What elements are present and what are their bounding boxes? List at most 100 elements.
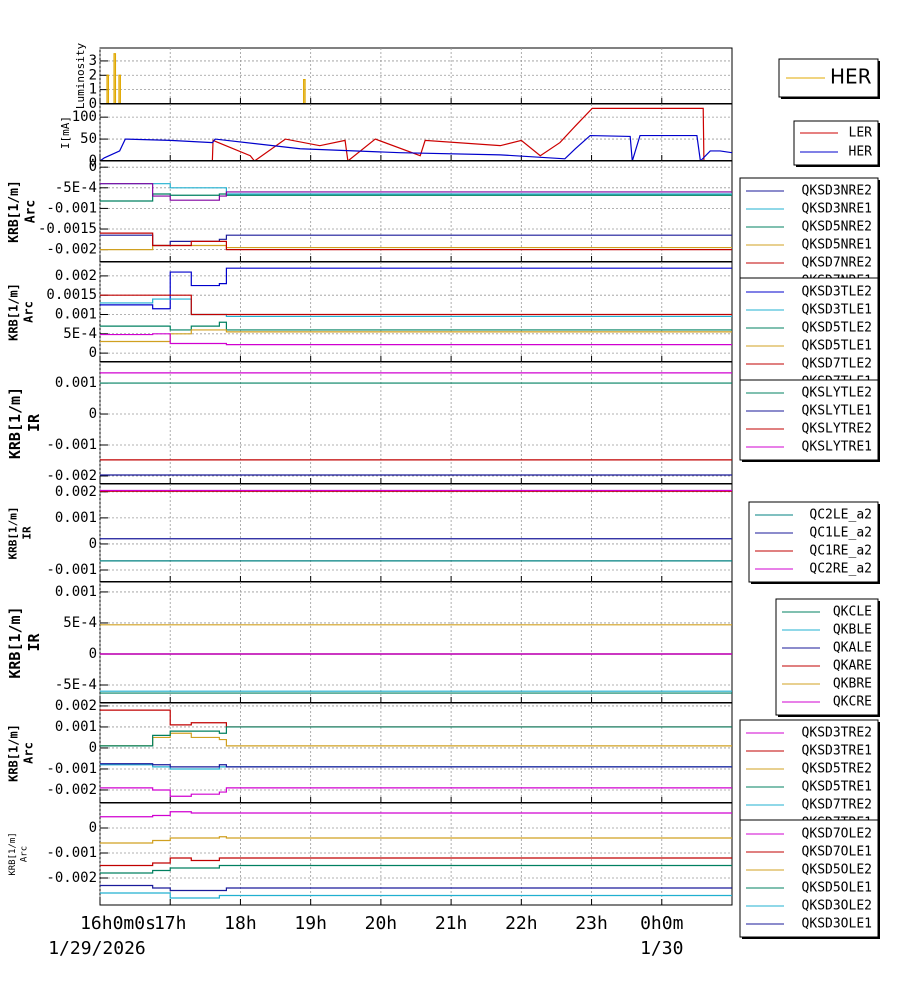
legend-label: QKSD5OLE2 bbox=[802, 863, 872, 878]
legend-label: QKSD7NRE2 bbox=[802, 256, 872, 271]
y-axis-label: KRB[1/m] bbox=[7, 283, 21, 341]
y-tick-label: 0 bbox=[89, 406, 97, 422]
plot-area bbox=[99, 581, 733, 704]
y-axis-label: KRB[1/m] bbox=[7, 724, 21, 782]
y-axis-label: IR bbox=[25, 413, 43, 432]
series-line bbox=[100, 267, 732, 310]
y-tick-label: 0 bbox=[89, 159, 97, 175]
y-tick-label: 100 bbox=[72, 109, 97, 125]
y-tick-label: 3 bbox=[89, 53, 97, 69]
legend-label: QKSD5TLE1 bbox=[802, 339, 872, 354]
x-tick-label: 20h bbox=[365, 913, 398, 934]
plot-area bbox=[99, 47, 733, 105]
y-tick-label: 0.001 bbox=[55, 307, 97, 323]
legend-label: HER bbox=[849, 145, 873, 160]
legend-box bbox=[775, 598, 879, 716]
legend-label: QKSD5TRE1 bbox=[802, 780, 872, 795]
y-tick-label: 0 bbox=[89, 820, 97, 836]
legend-label: QKSD7OLE1 bbox=[802, 845, 872, 860]
plot-area bbox=[99, 361, 733, 485]
y-tick-label: 0.001 bbox=[55, 719, 97, 735]
legend-label: QKSD5NRE2 bbox=[802, 220, 872, 235]
legend-label: QKSD7TRE2 bbox=[802, 798, 872, 813]
legend-label: QKBRE bbox=[833, 677, 872, 692]
y-tick-label: -0.001 bbox=[46, 845, 97, 861]
y-tick-label: -0.002 bbox=[46, 242, 97, 258]
y-tick-label: 1 bbox=[89, 82, 97, 98]
date-label: 1/29/2026 bbox=[48, 938, 146, 959]
series-line bbox=[100, 787, 732, 797]
legend-box bbox=[739, 719, 879, 837]
series-line bbox=[100, 726, 732, 747]
legend-label: QC1LE_a2 bbox=[809, 526, 872, 541]
legend: QC2LE_a2 QC1LE_a2 QC1RE_a2 QC2RE_a2 bbox=[748, 501, 880, 584]
legend-label: QKSD3TLE2 bbox=[802, 285, 872, 300]
legend-box bbox=[793, 120, 879, 166]
y-tick-label: -0.001 bbox=[46, 761, 97, 777]
legend-label: QKARE bbox=[833, 659, 872, 674]
legend-label: QKSD5NRE1 bbox=[802, 238, 872, 253]
series-line bbox=[100, 333, 732, 346]
y-tick-label: 5E-4 bbox=[63, 615, 97, 631]
x-tick-label: 18h bbox=[224, 913, 257, 934]
legend-label: QC1RE_a2 bbox=[809, 544, 872, 559]
legend: QKSD3TRE2 QKSD3TRE1 QKSD5TRE2 QKSD5TRE1 QKSD… bbox=[739, 719, 880, 838]
panel: 0 -0.001 -0.002 KRB[1/m] Arc bbox=[8, 802, 733, 906]
y-tick-label: 0 bbox=[89, 345, 97, 361]
y-tick-label: 50 bbox=[80, 131, 97, 147]
y-tick-label: 0.001 bbox=[55, 375, 97, 391]
x-tick-label: 16h0m0s bbox=[80, 913, 156, 934]
y-axis-label: Arc bbox=[22, 742, 36, 764]
panel: 0.001 0 -0.001 -0.002 KRB[1/m] IR bbox=[6, 361, 733, 485]
series-line bbox=[100, 884, 732, 892]
series-line bbox=[100, 294, 732, 316]
y-tick-label: -0.0015 bbox=[38, 221, 97, 237]
series-line bbox=[100, 864, 732, 874]
y-tick-label: 2 bbox=[89, 67, 97, 83]
y-tick-label: 0 bbox=[89, 646, 97, 662]
y-axis-label: IR bbox=[20, 526, 33, 540]
y-tick-label: 5E-4 bbox=[63, 326, 97, 342]
panel: 0.002 0.001 0 -0.001 -0.002 KRB[1/m] Arc bbox=[7, 698, 733, 804]
panel: 0 -5E-4 -0.001 -0.0015 -0.002 KRB[1/m] Arc bbox=[7, 159, 733, 263]
panel: 0.002 0.001 0 -0.001 KRB[1/m] IR bbox=[7, 483, 733, 583]
date-label: 1/30 bbox=[640, 938, 683, 959]
y-tick-label: 0 bbox=[89, 536, 97, 552]
series-line bbox=[100, 764, 732, 770]
y-axis-label: IR bbox=[25, 633, 43, 652]
legend-label: QKBLE bbox=[833, 623, 872, 638]
legend-label: QKSD5OLE1 bbox=[802, 881, 872, 896]
legend: QKSD3NRE2 QKSD3NRE1 QKSD5NRE2 QKSD5NRE1 QKSD… bbox=[739, 177, 880, 296]
plot-area bbox=[99, 702, 733, 804]
y-tick-label: -0.001 bbox=[46, 562, 97, 578]
panel: 0 5E-4 0.001 0.0015 0.002 KRB[1/m] Arc bbox=[7, 261, 733, 363]
series-line bbox=[100, 857, 732, 867]
y-axis-label: Arc bbox=[22, 301, 36, 323]
y-tick-label: -0.002 bbox=[46, 870, 97, 886]
y-tick-label: 0.0015 bbox=[46, 287, 97, 303]
legend-label: QKSD3TRE1 bbox=[802, 744, 872, 759]
y-axis-label: KRB[1/m] bbox=[6, 387, 24, 459]
plot-area bbox=[99, 103, 733, 162]
y-axis-label: Arc bbox=[19, 846, 29, 862]
x-tick-label: 22h bbox=[505, 913, 538, 934]
legend-label: QKSLYTLE1 bbox=[802, 404, 872, 419]
x-tick-label: 23h bbox=[575, 913, 608, 934]
series-line bbox=[100, 134, 732, 161]
x-tick-label: 0h0m bbox=[640, 913, 683, 934]
y-tick-label: 0.002 bbox=[55, 268, 97, 284]
series-line bbox=[100, 321, 732, 331]
y-tick-label: 0 bbox=[89, 153, 97, 169]
y-tick-label: -5E-4 bbox=[55, 180, 97, 196]
y-tick-label: -0.001 bbox=[46, 200, 97, 216]
y-axis-label: Arc bbox=[23, 200, 38, 223]
legend-box bbox=[739, 277, 879, 396]
legend-label: QKCLE bbox=[833, 605, 872, 620]
legend-label: QKSD5TLE2 bbox=[802, 321, 872, 336]
plot-area bbox=[99, 802, 733, 906]
plot-area bbox=[99, 160, 733, 263]
x-tick-label: 21h bbox=[435, 913, 468, 934]
